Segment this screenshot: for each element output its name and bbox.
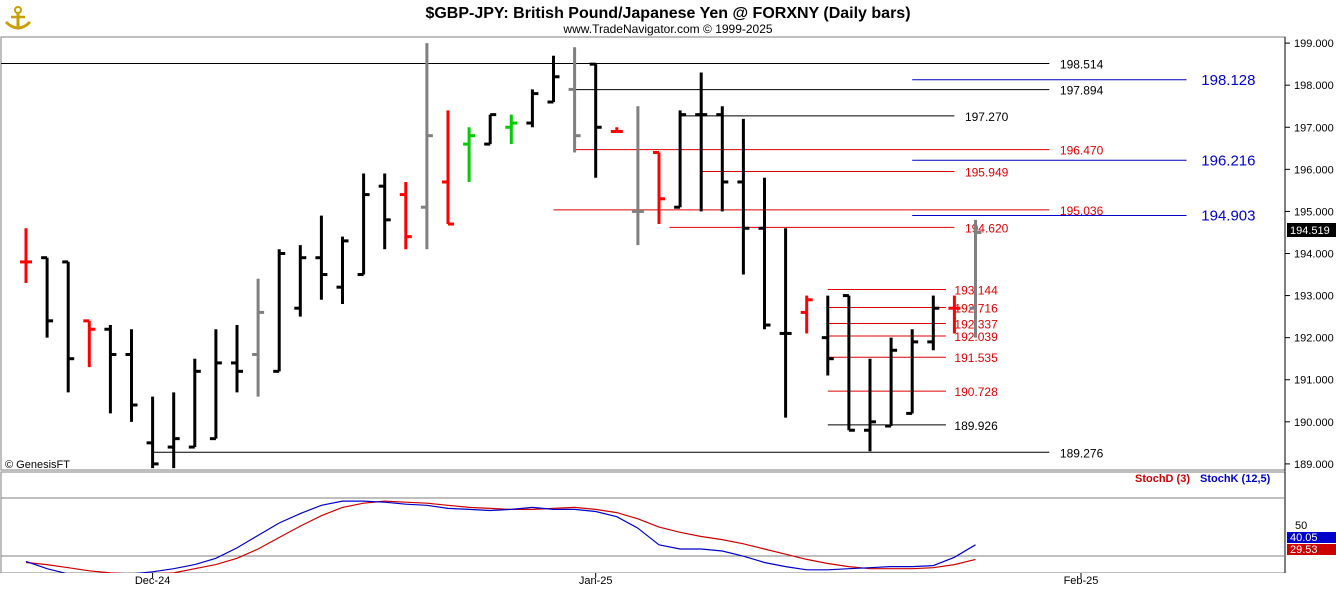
price-tick-label: 189.000 (1294, 459, 1334, 471)
ohlc-bar (885, 337, 898, 428)
ohlc-bar (209, 329, 222, 441)
ohlc-bar (800, 295, 813, 334)
header: $GBP-JPY: British Pound/Japanese Yen @ F… (4, 5, 911, 36)
ohlc-bar (463, 127, 476, 182)
ohlc-bar (357, 173, 370, 277)
ohlc-bar (526, 89, 539, 128)
price-tick-label: 191.000 (1294, 375, 1334, 387)
ohlc-bar (695, 72, 708, 212)
copyright: © GenesisFT (5, 459, 70, 471)
ohlc-bar (610, 127, 623, 133)
ohlc-bar (547, 55, 560, 104)
time-axis-labels: Dec-24 Jan-25 Feb-25 (135, 573, 1099, 587)
time-tick-label: Feb-25 (1064, 575, 1099, 587)
ohlc-bar (62, 260, 75, 393)
price-tick-label: 195.000 (1294, 206, 1334, 218)
stochD-last-label: 29.53 (1290, 544, 1318, 556)
ohlc-bar (83, 319, 96, 368)
price-axis: 199.000 198.000 197.000 196.000 195.000 194.0… (1285, 38, 1334, 471)
time-tick-label: Jan-25 (579, 575, 613, 587)
price-panel (0, 36, 1286, 471)
anchor-logo-icon[interactable] (4, 6, 32, 30)
stochD-last-marker: 29.53 (1287, 544, 1336, 556)
ohlc-bar (41, 256, 54, 338)
level-label: 191.535 (954, 351, 998, 365)
level-label: 197.270 (965, 110, 1009, 124)
level-label: 190.728 (954, 385, 998, 399)
stochK-last-label: 40.05 (1290, 532, 1318, 544)
ohlc-bar (378, 173, 391, 250)
ohlc-bar (906, 329, 919, 415)
price-tick-label: 198.000 (1294, 80, 1334, 92)
ohlc-bar (442, 110, 454, 226)
last-price-marker: 194.519 (1287, 223, 1336, 237)
ohlc-bar (315, 215, 328, 300)
price-tick-label: 190.000 (1294, 417, 1334, 429)
ohlc-bar (505, 114, 518, 145)
ohlc-bar (589, 62, 602, 178)
last-price-label: 194.519 (1290, 225, 1330, 237)
ohlc-bar (20, 228, 32, 283)
ohlc-bar (653, 151, 665, 225)
level-label: 189.926 (954, 419, 998, 433)
chart-title: $GBP-JPY: British Pound/Japanese Yen @ F… (425, 5, 910, 22)
ohlc-bar (420, 43, 433, 250)
ohlc-bar (484, 113, 497, 146)
level-label: 189.276 (1060, 446, 1104, 460)
ohlc-bar (737, 118, 750, 275)
level-label: 198.514 (1060, 58, 1104, 72)
ohlc-bar (779, 228, 792, 418)
stochastic-panel (0, 471, 1286, 574)
ohlc-bar (927, 295, 940, 351)
time-axis (1, 573, 1335, 590)
ohlc-bar (273, 249, 286, 373)
stochK-last-marker: 40.05 (1287, 532, 1336, 544)
ohlc-bar (294, 245, 307, 317)
price-tick-label: 199.000 (1294, 38, 1334, 50)
stochK-legend: StochK (12,5) (1200, 473, 1271, 485)
ohlc-bar (188, 358, 201, 449)
ohlc-bar (821, 295, 834, 376)
ohlc-bar (336, 236, 349, 304)
ohlc-bar (948, 295, 961, 334)
price-tick-label: 192.000 (1294, 333, 1334, 345)
time-tick-label: Dec-24 (135, 575, 170, 587)
ohlc-bar (399, 181, 412, 250)
ohlc-bar (842, 294, 855, 432)
level-label: 198.128 (1201, 72, 1255, 89)
price-tick-label: 193.000 (1294, 291, 1334, 303)
ohlc-bar (568, 47, 581, 153)
ohlc-bar (167, 392, 180, 469)
ohlc-bar (104, 325, 117, 414)
price-tick-label: 194.000 (1294, 249, 1334, 261)
price-bars (20, 43, 982, 469)
price-axis-area (1285, 37, 1335, 470)
stochD-series-line (25, 500, 976, 575)
ohlc-bar (631, 106, 644, 246)
level-label: 194.620 (965, 221, 1009, 235)
ohlc-bar (674, 110, 687, 209)
ohlc-bar (231, 325, 243, 393)
price-tick-label: 197.000 (1294, 122, 1334, 134)
chart-subtitle: www.TradeNavigator.com © 1999-2025 (562, 22, 772, 36)
level-label: 195.949 (965, 165, 1009, 179)
ohlc-bar (125, 329, 138, 422)
stoch-tick-50: 50 (1295, 520, 1307, 532)
ohlc-bar (758, 177, 771, 330)
stochD-legend: StochD (3) (1135, 473, 1190, 485)
ohlc-bar (864, 358, 876, 452)
level-label: 197.894 (1060, 84, 1104, 98)
level-label: 194.903 (1201, 208, 1255, 225)
ohlc-bar (252, 278, 265, 397)
price-tick-label: 196.000 (1294, 164, 1334, 176)
ohlc-bar (146, 396, 159, 469)
level-label: 196.470 (1060, 144, 1104, 158)
level-label: 195.036 (1060, 204, 1104, 218)
level-label: 196.216 (1201, 152, 1255, 169)
ohlc-bar (969, 219, 982, 338)
stochK-series-line (25, 500, 976, 576)
ohlc-bar (716, 106, 729, 212)
